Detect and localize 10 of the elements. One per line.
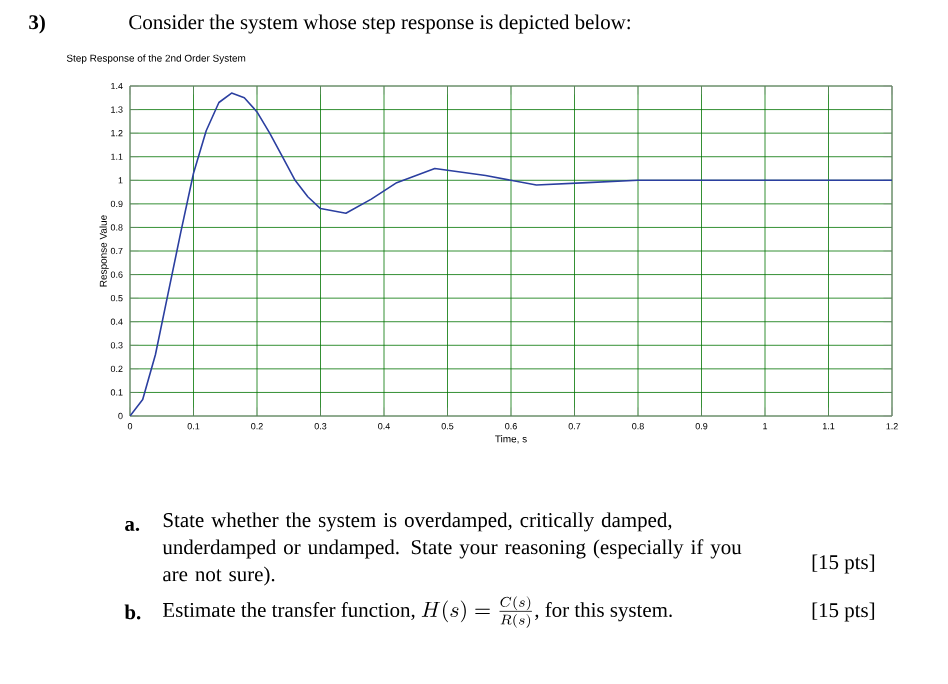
text: a. <box>125 520 140 532</box>
text: b. <box>124 604 141 620</box>
text: , for this system. <box>535 602 672 622</box>
text: [15 pts] <box>812 602 875 622</box>
text: 3) <box>29 14 45 34</box>
text: Consider the system whose step response is depicted below: <box>129 14 630 34</box>
text: [15 pts] <box>812 554 875 574</box>
text: State whether the system is overdamped, critically damped, underdamped or undamped. State your reasoning (especially if you are not sure). <box>162 512 742 586</box>
text: $H(s) = \frac{C(s)}{R(s)}$ <box>421 596 532 628</box>
text: Estimate the transfer function, <box>162 602 415 621</box>
